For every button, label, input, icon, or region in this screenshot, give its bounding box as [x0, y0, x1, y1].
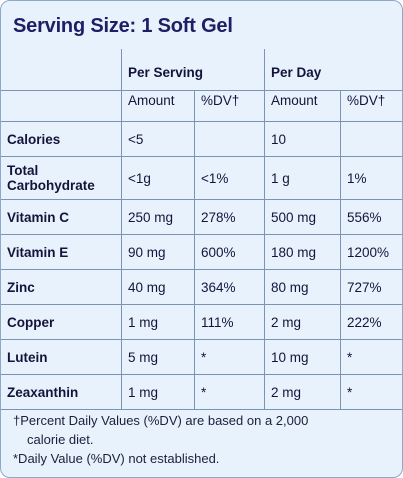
serving-amount: 250 mg — [121, 199, 195, 235]
table-row-zeaxanthin: Zeaxanthin 1 mg * 2 mg * — [1, 374, 402, 410]
per-serving-header: Per Serving — [121, 49, 265, 91]
per-day-dv-header: %DV† — [340, 90, 402, 122]
nutrition-table: Per Serving Per Day Amount %DV† Amount %… — [1, 49, 402, 410]
dv-footnote-line2: calorie diet. — [27, 432, 94, 447]
serving-amount: <5 — [121, 121, 195, 157]
serving-amount: 90 mg — [121, 234, 195, 270]
table-row-zinc: Zinc 40 mg 364% 80 mg 727% — [1, 269, 402, 305]
table-subheader-row: Amount %DV† Amount %DV† — [1, 90, 402, 122]
day-amount: 500 mg — [264, 199, 341, 235]
serving-amount: 1 mg — [121, 304, 195, 340]
serving-dv: * — [194, 374, 265, 410]
day-dv: 556% — [340, 199, 402, 235]
table-row-vitamin-c: Vitamin C 250 mg 278% 500 mg 556% — [1, 199, 402, 235]
day-amount: 2 mg — [264, 374, 341, 410]
day-dv: 222% — [340, 304, 402, 340]
per-serving-amount-header: Amount — [121, 90, 195, 122]
nutrient-name: Zinc — [1, 269, 122, 305]
table-row-total-carbohydrate: Total Carbohydrate <1g <1% 1 g 1% — [1, 156, 402, 200]
serving-amount: 5 mg — [121, 339, 195, 375]
nutrient-name: Total Carbohydrate — [1, 156, 122, 200]
nutrient-name: Calories — [1, 121, 122, 157]
serving-dv: * — [194, 339, 265, 375]
day-dv: * — [340, 339, 402, 375]
serving-size-title: Serving Size: 1 Soft Gel — [13, 15, 233, 37]
day-amount: 10 mg — [264, 339, 341, 375]
day-amount: 2 mg — [264, 304, 341, 340]
day-dv: 1% — [340, 156, 402, 200]
per-day-header: Per Day — [264, 49, 402, 91]
serving-dv: <1% — [194, 156, 265, 200]
nutrient-name: Lutein — [1, 339, 122, 375]
serving-dv: 111% — [194, 304, 265, 340]
footnotes: †Percent Daily Values (%DV) are based on… — [13, 411, 394, 468]
day-amount: 80 mg — [264, 269, 341, 305]
day-amount: 1 g — [264, 156, 341, 200]
subheader-empty-cell — [1, 90, 122, 122]
day-dv: 1200% — [340, 234, 402, 270]
not-established-footnote: *Daily Value (%DV) not established. — [13, 451, 220, 466]
day-amount: 180 mg — [264, 234, 341, 270]
nutrient-name: Vitamin E — [1, 234, 122, 270]
day-dv — [340, 121, 402, 157]
serving-amount: 1 mg — [121, 374, 195, 410]
serving-dv: 278% — [194, 199, 265, 235]
serving-amount: <1g — [121, 156, 195, 200]
per-day-amount-header: Amount — [264, 90, 341, 122]
header-empty-cell — [1, 49, 122, 91]
per-serving-dv-header: %DV† — [194, 90, 265, 122]
nutrient-name: Copper — [1, 304, 122, 340]
nutrient-name: Zeaxanthin — [1, 374, 122, 410]
day-dv: * — [340, 374, 402, 410]
serving-amount: 40 mg — [121, 269, 195, 305]
dv-footnote-line1: †Percent Daily Values (%DV) are based on… — [13, 413, 309, 428]
serving-dv — [194, 121, 265, 157]
nutrient-name: Vitamin C — [1, 199, 122, 235]
serving-dv: 364% — [194, 269, 265, 305]
table-row-vitamin-e: Vitamin E 90 mg 600% 180 mg 1200% — [1, 234, 402, 270]
table-row-lutein: Lutein 5 mg * 10 mg * — [1, 339, 402, 375]
table-header-group-row: Per Serving Per Day — [1, 49, 402, 91]
day-dv: 727% — [340, 269, 402, 305]
table-row-copper: Copper 1 mg 111% 2 mg 222% — [1, 304, 402, 340]
day-amount: 10 — [264, 121, 341, 157]
serving-dv: 600% — [194, 234, 265, 270]
table-row-calories: Calories <5 10 — [1, 121, 402, 157]
